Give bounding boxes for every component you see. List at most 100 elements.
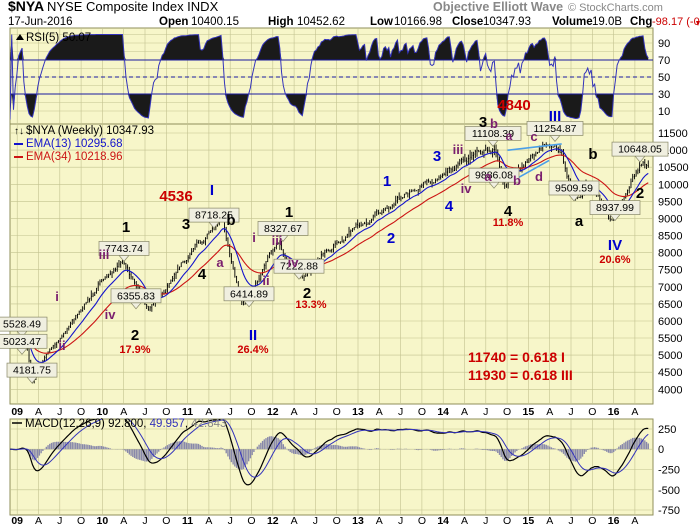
svg-text:High: High bbox=[268, 16, 294, 28]
svg-text:O: O bbox=[503, 406, 511, 418]
svg-text:O: O bbox=[333, 515, 341, 527]
svg-text:Chg: Chg bbox=[630, 16, 652, 28]
svg-text:10: 10 bbox=[97, 406, 109, 418]
svg-text:i: i bbox=[55, 289, 59, 304]
svg-text:8000: 8000 bbox=[658, 248, 682, 260]
svg-text:A: A bbox=[461, 406, 468, 418]
svg-text:I: I bbox=[210, 182, 214, 199]
svg-text:9509.59: 9509.59 bbox=[555, 183, 593, 195]
svg-text:9500: 9500 bbox=[658, 196, 682, 208]
svg-text:11: 11 bbox=[182, 406, 193, 418]
svg-text:O: O bbox=[162, 406, 170, 418]
svg-text:J: J bbox=[483, 515, 488, 527]
svg-text:$NYA: $NYA bbox=[8, 0, 44, 14]
svg-text:11500: 11500 bbox=[658, 128, 688, 140]
svg-text:5528.49: 5528.49 bbox=[3, 319, 41, 331]
svg-text:14: 14 bbox=[437, 406, 449, 418]
svg-text:iv: iv bbox=[105, 307, 117, 322]
svg-text:iii: iii bbox=[272, 233, 283, 248]
svg-text:13: 13 bbox=[352, 515, 364, 527]
svg-text:J: J bbox=[398, 515, 403, 527]
svg-text:5500: 5500 bbox=[658, 333, 682, 345]
svg-text:O: O bbox=[77, 406, 85, 418]
svg-text:2: 2 bbox=[131, 327, 139, 344]
svg-text:4000: 4000 bbox=[658, 384, 682, 396]
svg-text:Volume: Volume bbox=[552, 16, 593, 28]
svg-text:09: 09 bbox=[11, 406, 23, 418]
svg-text:O: O bbox=[162, 515, 170, 527]
svg-text:b: b bbox=[226, 212, 235, 229]
svg-text:15: 15 bbox=[523, 515, 535, 527]
svg-text:5023.47: 5023.47 bbox=[3, 336, 41, 348]
svg-text:11.8%: 11.8% bbox=[493, 217, 524, 229]
svg-text:ii: ii bbox=[262, 273, 269, 288]
svg-text:iv: iv bbox=[461, 181, 473, 196]
svg-text:10: 10 bbox=[658, 106, 670, 118]
svg-text:O: O bbox=[418, 515, 426, 527]
svg-text:4: 4 bbox=[445, 198, 454, 215]
svg-text:26.4%: 26.4% bbox=[237, 344, 268, 356]
svg-text:0: 0 bbox=[658, 444, 664, 456]
svg-text:O: O bbox=[333, 406, 341, 418]
svg-text:11930 = 0.618 III: 11930 = 0.618 III bbox=[468, 367, 573, 383]
svg-text:© StockCharts.com: © StockCharts.com bbox=[568, 2, 663, 14]
svg-text:6414.89: 6414.89 bbox=[230, 288, 268, 300]
svg-text:10500: 10500 bbox=[658, 162, 689, 174]
svg-text:A: A bbox=[291, 515, 298, 527]
svg-text:-98.17 (-0.94%): -98.17 (-0.94%) bbox=[652, 16, 700, 28]
svg-text:J: J bbox=[483, 406, 488, 418]
svg-text:A: A bbox=[205, 515, 212, 527]
svg-text:A: A bbox=[546, 406, 553, 418]
svg-text:4: 4 bbox=[198, 266, 207, 283]
svg-text:17.9%: 17.9% bbox=[119, 344, 150, 356]
svg-text:iv: iv bbox=[288, 255, 300, 270]
svg-text:9000: 9000 bbox=[658, 213, 682, 225]
svg-text:O: O bbox=[588, 406, 596, 418]
svg-text:3: 3 bbox=[479, 114, 487, 131]
svg-text:4500: 4500 bbox=[658, 367, 682, 379]
svg-text:A: A bbox=[120, 515, 127, 527]
svg-text:1: 1 bbox=[383, 173, 391, 190]
svg-text:b: b bbox=[490, 116, 498, 131]
svg-text:A: A bbox=[35, 515, 42, 527]
svg-text:11: 11 bbox=[182, 515, 193, 527]
svg-text:J: J bbox=[142, 515, 147, 527]
svg-text:a: a bbox=[216, 255, 224, 270]
svg-text:b: b bbox=[513, 173, 521, 188]
svg-text:A: A bbox=[291, 406, 298, 418]
svg-text:10000: 10000 bbox=[658, 179, 689, 191]
svg-text:11740 = 0.618 I: 11740 = 0.618 I bbox=[468, 349, 565, 365]
svg-text:J: J bbox=[313, 515, 318, 527]
svg-text:Close: Close bbox=[452, 16, 483, 28]
svg-text:O: O bbox=[588, 515, 596, 527]
svg-text:17-Jun-2016: 17-Jun-2016 bbox=[8, 16, 73, 28]
svg-text:J: J bbox=[57, 406, 62, 418]
svg-text:J: J bbox=[57, 515, 62, 527]
svg-text:13.3%: 13.3% bbox=[295, 299, 326, 311]
svg-text:J: J bbox=[568, 406, 573, 418]
svg-text:-750: -750 bbox=[658, 505, 680, 517]
svg-text:-500: -500 bbox=[658, 485, 680, 497]
svg-text:5000: 5000 bbox=[658, 350, 682, 362]
svg-text:d: d bbox=[535, 169, 543, 184]
svg-text:A: A bbox=[205, 406, 212, 418]
svg-text:7500: 7500 bbox=[658, 265, 682, 277]
svg-text:a: a bbox=[506, 129, 513, 143]
svg-text:J: J bbox=[228, 515, 233, 527]
svg-text:i: i bbox=[252, 230, 256, 245]
svg-text:ii: ii bbox=[58, 338, 65, 353]
svg-text:2: 2 bbox=[636, 185, 644, 202]
svg-text:b: b bbox=[588, 146, 597, 163]
svg-text:250: 250 bbox=[658, 424, 676, 436]
svg-text:EMA(34) 10218.96: EMA(34) 10218.96 bbox=[26, 151, 123, 163]
svg-text:7743.74: 7743.74 bbox=[105, 243, 143, 255]
svg-text:10347.93: 10347.93 bbox=[483, 16, 531, 28]
svg-text:70: 70 bbox=[658, 55, 670, 67]
svg-text:10: 10 bbox=[97, 515, 109, 527]
svg-text:4536: 4536 bbox=[159, 188, 192, 205]
svg-text:12: 12 bbox=[267, 515, 279, 527]
svg-text:30: 30 bbox=[658, 89, 670, 101]
svg-text:$NYA (Weekly) 10347.93: $NYA (Weekly) 10347.93 bbox=[26, 125, 154, 137]
svg-text:O: O bbox=[247, 515, 255, 527]
svg-text:A: A bbox=[631, 515, 638, 527]
